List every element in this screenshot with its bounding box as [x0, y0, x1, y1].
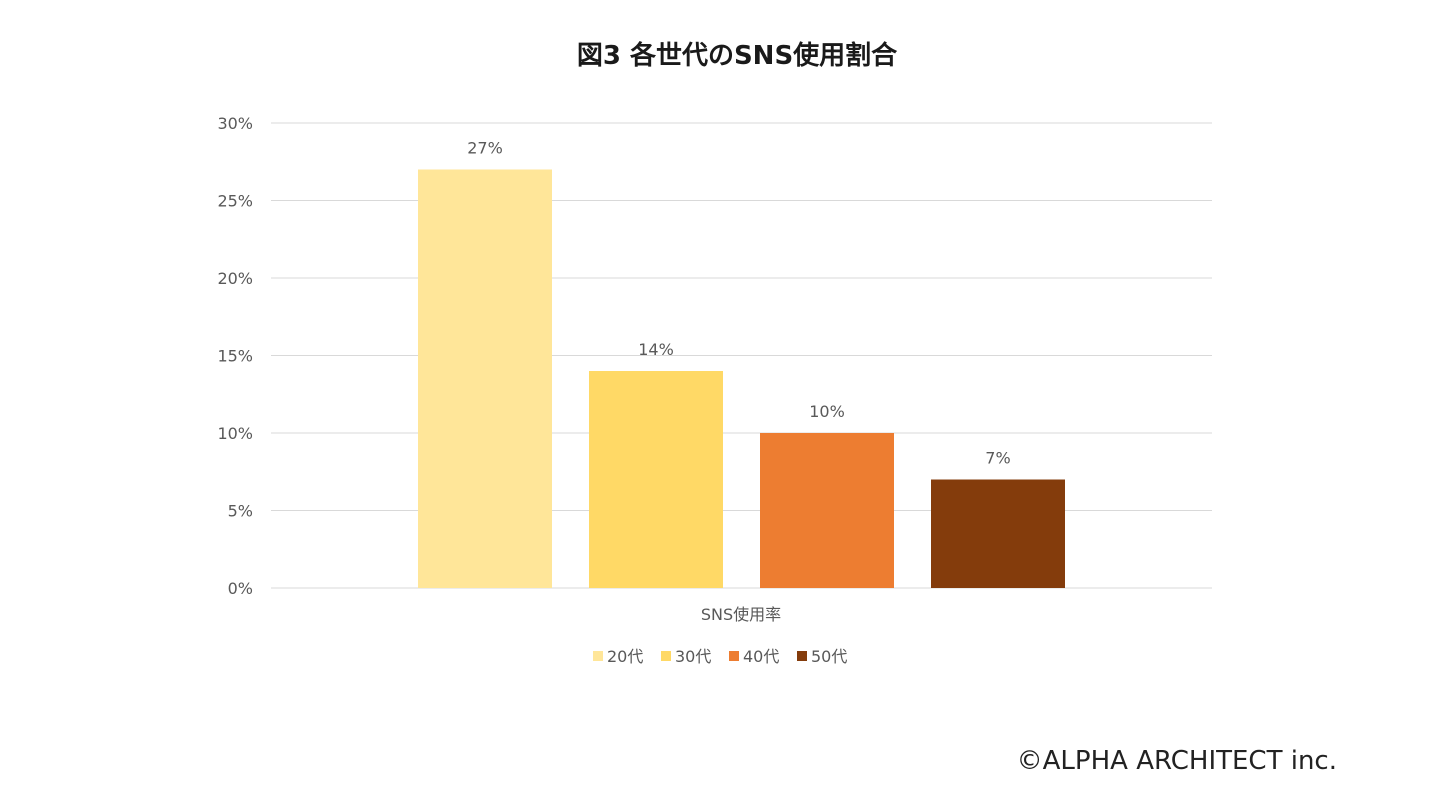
data-label: 14%	[638, 340, 674, 359]
legend-swatch	[729, 651, 739, 661]
legend: 20代 30代 40代 50代	[593, 647, 847, 666]
data-label: 10%	[809, 402, 845, 421]
data-labels: 27% 14% 10% 7%	[467, 139, 1010, 468]
gridlines	[271, 122, 1212, 589]
legend-entry: 20代	[593, 647, 643, 666]
y-tick-label: 25%	[217, 192, 253, 211]
copyright-notice: ©ALPHA ARCHITECT inc.	[1017, 746, 1337, 776]
legend-entry: 30代	[661, 647, 711, 666]
data-label: 7%	[985, 449, 1010, 468]
legend-entry: 50代	[797, 647, 847, 666]
y-tick-label: 20%	[217, 269, 253, 288]
y-axis-tick-labels: 0% 5% 10% 15% 20% 25% 30%	[217, 114, 253, 598]
legend-swatch	[593, 651, 603, 661]
bar	[589, 371, 723, 588]
data-label: 27%	[467, 139, 503, 158]
y-tick-label: 15%	[217, 347, 253, 366]
chart-title: 図3 各世代のSNS使用割合	[577, 40, 898, 71]
legend-label: 50代	[811, 647, 847, 666]
legend-label: 20代	[607, 647, 643, 666]
bar	[418, 169, 552, 588]
bar	[931, 479, 1065, 588]
y-tick-label: 30%	[217, 114, 253, 133]
legend-swatch	[661, 651, 671, 661]
legend-swatch	[797, 651, 807, 661]
y-tick-label: 0%	[228, 579, 253, 598]
x-axis-category-label: SNS使用率	[701, 605, 781, 624]
legend-entry: 40代	[729, 647, 779, 666]
y-tick-label: 5%	[228, 502, 253, 521]
legend-label: 40代	[743, 647, 779, 666]
y-tick-label: 10%	[217, 424, 253, 443]
legend-label: 30代	[675, 647, 711, 666]
bars	[418, 169, 1065, 588]
bar	[760, 433, 894, 588]
